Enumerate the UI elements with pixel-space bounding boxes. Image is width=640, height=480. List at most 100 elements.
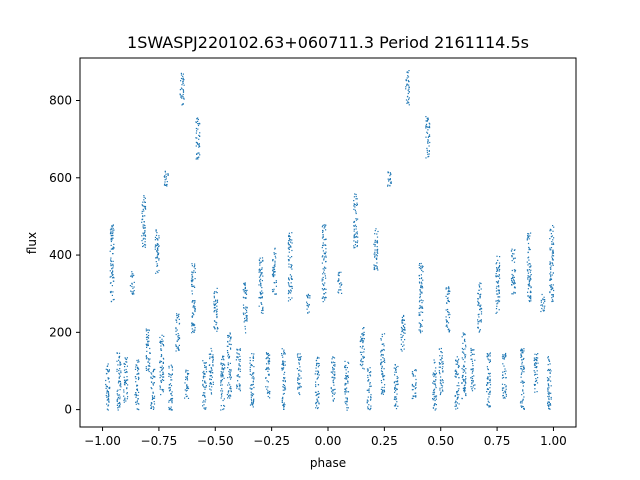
scatter-point [170, 398, 173, 400]
scatter-point [147, 341, 149, 343]
scatter-point [137, 408, 139, 410]
scatter-point [447, 299, 449, 301]
scatter-point [195, 145, 197, 147]
scatter-point [433, 359, 435, 361]
scatter-point [290, 241, 292, 243]
scatter-point [408, 102, 410, 104]
scatter-point [514, 287, 516, 289]
scatter-point [291, 242, 293, 244]
scatter-point [504, 397, 506, 399]
scatter-point [465, 393, 467, 395]
scatter-point [284, 353, 286, 355]
scatter-point [116, 399, 118, 401]
scatter-point [551, 257, 554, 260]
scatter-point [153, 397, 156, 399]
scatter-point [168, 401, 170, 403]
scatter-point [284, 380, 286, 382]
scatter-point [193, 303, 195, 305]
scatter-point [489, 355, 491, 357]
scatter-point [374, 256, 376, 258]
scatter-point [316, 378, 318, 380]
scatter-point [337, 291, 339, 293]
scatter-point [521, 400, 523, 402]
scatter-point [353, 234, 355, 236]
scatter-point [203, 362, 205, 364]
scatter-point [306, 308, 308, 310]
scatter-point [363, 327, 365, 329]
scatter-point [397, 405, 399, 407]
scatter-point [169, 383, 172, 385]
scatter-point [325, 251, 327, 253]
scatter-point [144, 227, 146, 229]
scatter-point [191, 277, 193, 279]
scatter-point [253, 353, 255, 355]
scatter-point [321, 297, 323, 299]
scatter-point [527, 275, 529, 277]
scatter-point [549, 267, 551, 269]
scatter-point [458, 394, 460, 396]
scatter-point [536, 360, 538, 362]
scatter-point [162, 361, 164, 363]
scatter-point [489, 372, 491, 374]
scatter-point [194, 309, 196, 311]
scatter-point [440, 380, 442, 382]
scatter-point [283, 378, 285, 380]
scatter-point [472, 386, 474, 388]
scatter-point [419, 282, 421, 284]
scatter-point [550, 370, 552, 372]
scatter-point [496, 285, 498, 287]
scatter-point [470, 347, 472, 350]
scatter-point [528, 259, 530, 261]
scatter-point [426, 151, 428, 153]
scatter-point [166, 183, 168, 186]
scatter-point [151, 398, 153, 401]
scatter-point [290, 266, 292, 268]
scatter-point [465, 382, 467, 384]
scatter-point [250, 388, 252, 390]
scatter-point [216, 326, 219, 329]
scatter-point [291, 278, 293, 280]
scatter-point [534, 366, 536, 368]
scatter-point [523, 350, 525, 352]
scatter-point [530, 265, 532, 267]
scatter-point [389, 175, 391, 177]
scatter-point [202, 376, 204, 378]
scatter-point [208, 370, 210, 372]
scatter-point [433, 393, 435, 395]
scatter-point [137, 361, 139, 363]
scatter-point [394, 404, 397, 406]
scatter-point [224, 367, 226, 369]
scatter-point [220, 384, 222, 386]
scatter-point [109, 276, 111, 278]
scatter-point [383, 368, 385, 370]
scatter-point [442, 380, 444, 382]
scatter-point [246, 311, 248, 313]
scatter-point [338, 292, 340, 294]
scatter-point [125, 368, 127, 371]
scatter-point [344, 388, 346, 390]
scatter-point [465, 344, 467, 346]
scatter-point [253, 398, 255, 400]
scatter-point [265, 377, 267, 379]
scatter-point [260, 261, 262, 263]
scatter-point [498, 274, 500, 276]
scatter-point [220, 380, 222, 382]
scatter-point [513, 287, 516, 289]
scatter-point [138, 403, 140, 405]
scatter-point [193, 329, 195, 331]
scatter-point [125, 358, 127, 360]
scatter-point [314, 373, 316, 375]
scatter-point [502, 389, 504, 391]
scatter-point [191, 263, 193, 265]
scatter-point [118, 402, 120, 405]
scatter-point [119, 361, 121, 363]
scatter-point [299, 385, 301, 387]
scatter-point [526, 239, 528, 241]
scatter-point [119, 398, 121, 400]
scatter-point [171, 373, 173, 375]
scatter-point [318, 403, 320, 405]
scatter-point [155, 261, 157, 263]
scatter-point [406, 71, 408, 73]
scatter-point [420, 274, 422, 276]
scatter-point [369, 383, 371, 385]
